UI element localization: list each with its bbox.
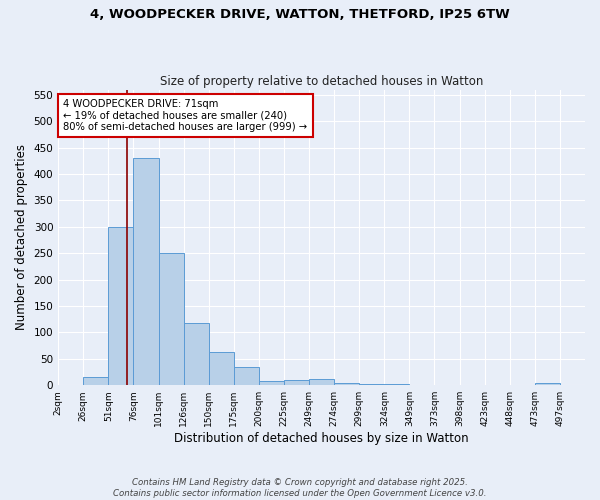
Bar (133, 158, 158, 385)
Bar (385, 384, 409, 385)
Bar (359, 384, 385, 385)
Bar (259, 381, 284, 385)
Bar (284, 380, 309, 385)
Bar (184, 323, 209, 385)
Text: 4, WOODPECKER DRIVE, WATTON, THETFORD, IP25 6TW: 4, WOODPECKER DRIVE, WATTON, THETFORD, I… (90, 8, 510, 20)
Title: Size of property relative to detached houses in Watton: Size of property relative to detached ho… (160, 76, 483, 88)
Y-axis label: Number of detached properties: Number of detached properties (15, 144, 28, 330)
Bar (434, 384, 460, 385)
Bar (309, 379, 334, 385)
Text: Contains HM Land Registry data © Crown copyright and database right 2025.
Contai: Contains HM Land Registry data © Crown c… (113, 478, 487, 498)
Bar (234, 366, 259, 385)
X-axis label: Distribution of detached houses by size in Watton: Distribution of detached houses by size … (174, 432, 469, 445)
Bar (209, 352, 234, 385)
Bar (83, 378, 109, 385)
Bar (334, 382, 359, 385)
Text: 4 WOODPECKER DRIVE: 71sqm
← 19% of detached houses are smaller (240)
80% of semi: 4 WOODPECKER DRIVE: 71sqm ← 19% of detac… (64, 98, 308, 132)
Bar (158, 254, 184, 385)
Bar (535, 383, 560, 385)
Bar (109, 227, 133, 385)
